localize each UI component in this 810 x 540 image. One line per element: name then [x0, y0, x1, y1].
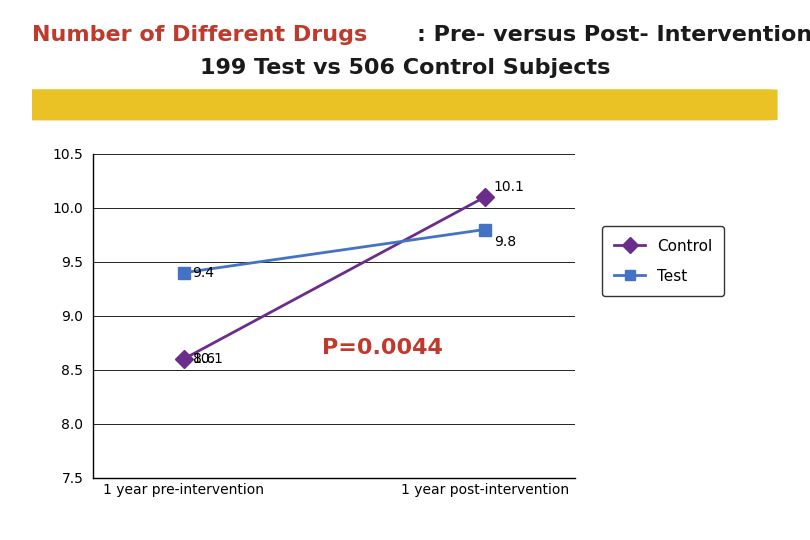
Control	[480, 194, 489, 200]
Control	[179, 356, 189, 362]
Line: Control: Control	[177, 191, 491, 366]
Text: 8.6: 8.6	[193, 352, 215, 366]
Text: 9.4: 9.4	[193, 266, 215, 280]
Text: 9.8: 9.8	[494, 235, 516, 249]
Text: 10.1: 10.1	[193, 352, 224, 366]
Line: Test: Test	[178, 224, 490, 278]
FancyBboxPatch shape	[25, 89, 778, 120]
Text: Number of Different Drugs: Number of Different Drugs	[32, 25, 368, 45]
Text: : Pre- versus Post- Intervention: : Pre- versus Post- Intervention	[417, 25, 810, 45]
Test	[179, 269, 189, 276]
Legend: Control, Test: Control, Test	[602, 226, 724, 296]
Text: 199 Test vs 506 Control Subjects: 199 Test vs 506 Control Subjects	[200, 57, 610, 78]
Text: 10.1: 10.1	[494, 180, 525, 194]
Text: P=0.0044: P=0.0044	[322, 338, 443, 357]
Test	[480, 226, 489, 233]
